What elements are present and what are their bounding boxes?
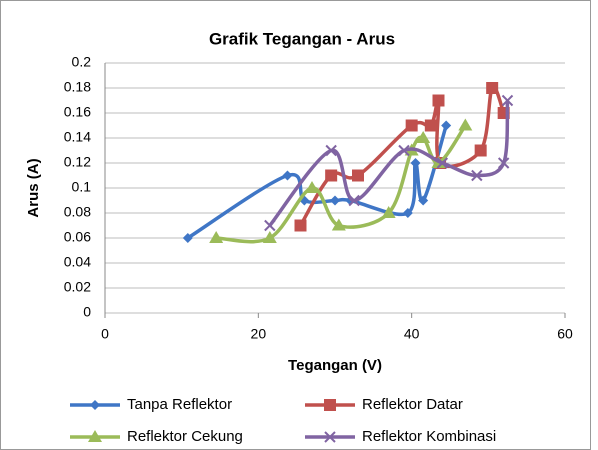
legend-label: Reflektor Datar: [362, 396, 463, 413]
marker: [474, 144, 487, 157]
marker: [398, 144, 410, 157]
marker: [352, 169, 364, 182]
marker: [330, 195, 340, 206]
marker: [305, 181, 319, 193]
legend-marker: [324, 399, 336, 411]
y-tick-label: 0.14: [64, 129, 91, 145]
marker: [182, 233, 193, 243]
marker: [441, 120, 452, 131]
y-axis-label: Arus (A): [25, 158, 42, 217]
legend-marker: [90, 400, 100, 410]
marker: [416, 131, 431, 143]
marker: [471, 169, 483, 182]
x-tick-label: 60: [557, 326, 573, 342]
marker: [348, 194, 360, 207]
x-axis-label: Tegangan (V): [288, 357, 382, 374]
marker: [405, 119, 418, 132]
marker: [264, 219, 276, 232]
legend-label: Tanpa Reflektor: [127, 396, 232, 413]
y-tick-label: 0.12: [64, 154, 91, 170]
marker: [402, 208, 413, 218]
marker: [424, 119, 437, 132]
x-tick-label: 40: [404, 326, 420, 342]
marker: [436, 157, 449, 169]
chart-title: Grafik Tegangan - Arus: [209, 29, 395, 48]
marker: [331, 218, 346, 231]
marker: [486, 82, 499, 94]
marker: [458, 118, 473, 131]
y-tick-label: 0.18: [64, 79, 91, 95]
legend-marker: [88, 430, 102, 442]
y-tick-label: 0.16: [64, 104, 91, 120]
legend-marker: [324, 431, 336, 443]
x-tick-label: 20: [251, 326, 267, 342]
marker: [410, 158, 421, 168]
marker: [294, 219, 307, 232]
legend-label: Reflektor Kombinasi: [362, 428, 496, 445]
marker: [282, 170, 293, 181]
legend-label: Reflektor Cekung: [127, 428, 243, 445]
y-tick-label: 0.1: [72, 179, 92, 195]
marker: [418, 195, 429, 206]
y-tick-label: 0.04: [64, 254, 91, 270]
marker: [432, 94, 445, 107]
marker: [501, 94, 514, 107]
y-tick-label: 0.06: [64, 229, 91, 245]
x-tick-label: 0: [101, 326, 109, 342]
marker: [209, 231, 224, 243]
marker: [381, 206, 396, 218]
marker: [325, 169, 338, 182]
marker: [497, 157, 510, 169]
marker: [325, 144, 337, 157]
y-tick-label: 0.02: [64, 279, 91, 295]
y-tick-label: 0.2: [72, 54, 92, 70]
marker: [262, 231, 277, 243]
y-tick-label: 0.08: [64, 204, 91, 220]
y-tick-label: 0: [83, 304, 91, 320]
